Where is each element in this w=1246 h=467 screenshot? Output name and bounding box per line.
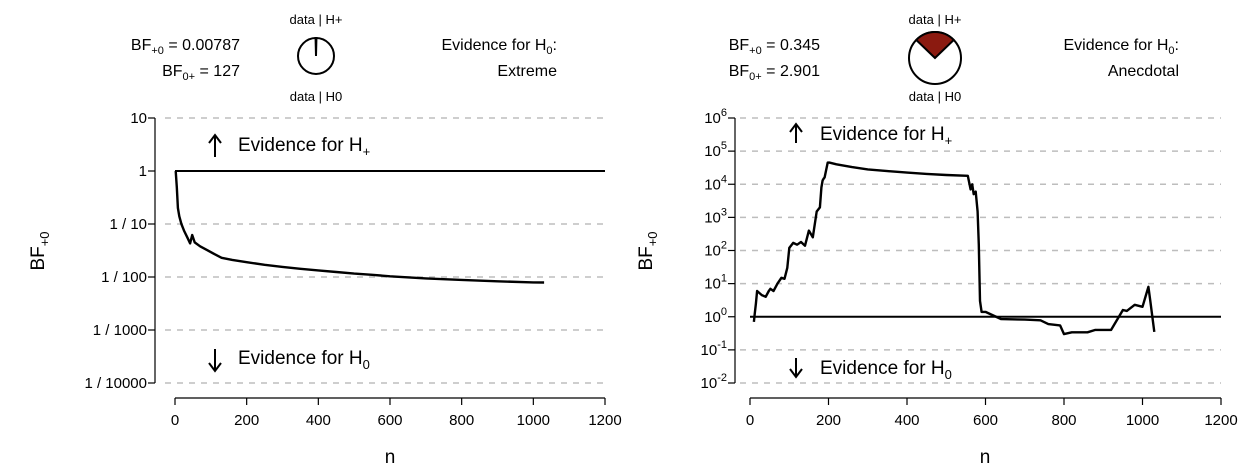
left-down-arrow-icon [208,349,222,373]
left-y-tick-label: 1 [139,163,147,180]
left-evidence-label: Evidence for H0: [441,37,557,57]
right-y-tick-label: 100 [704,306,727,326]
left-evidence-level: Extreme [497,63,557,80]
right-bf10-text: BF+0 = 0.345 [729,37,820,57]
right-y-axis: 106 105 104 103 102 101 100 10-1 10-2 [701,107,736,392]
right-up-arrow-icon [789,122,803,143]
left-x-tick-label: 1000 [517,412,550,429]
right-evidence-label: Evidence for H0: [1063,37,1179,57]
right-annotation-up-text: Evidence for H+ [820,124,952,148]
left-pie-wedge [314,37,318,57]
right-x-tick-label: 600 [973,412,998,429]
right-down-arrow-icon [789,358,803,379]
right-y-tick-label: 102 [704,240,727,260]
left-annotation-up: Evidence for H+ [208,133,370,159]
right-series-line [752,161,1156,336]
right-x-tick-label: 1000 [1126,412,1159,429]
right-x-tick-label: 800 [1051,412,1076,429]
right-annotation-up: Evidence for H+ [789,122,952,148]
left-panel: BF+0 = 0.00787 BF0+ = 127 data | H+ data… [28,12,622,467]
left-header: BF+0 = 0.00787 BF0+ = 127 data | H+ data… [131,12,557,104]
left-x-tick-label: 1200 [588,412,621,429]
right-panel: BF+0 = 0.345 BF0+ = 2.901 data | H+ data… [636,12,1238,467]
left-x-tick-label: 600 [377,412,402,429]
left-x-tick-label: 400 [306,412,331,429]
left-pie-bottom-label: data | H0 [290,89,343,104]
right-pie-wedge [914,31,956,60]
left-x-axis: 0 200 400 600 800 1000 1200 [171,397,622,429]
left-y-tick-label: 1 / 10000 [84,375,147,392]
right-annotation-down-text: Evidence for H0 [820,358,952,382]
left-pie-top-label: data | H+ [290,12,343,27]
left-bf01-text: BF0+ = 127 [162,63,240,83]
right-y-tick-label: 10-1 [701,339,727,359]
right-x-tick-label: 1200 [1204,412,1237,429]
right-x-tick-label: 0 [746,412,754,429]
right-y-tick-label: 10-2 [701,372,727,392]
left-annotation-down: Evidence for H0 [208,348,370,373]
left-x-tick-label: 800 [449,412,474,429]
left-annotation-up-text: Evidence for H+ [238,135,370,159]
left-y-axis-label: BF+0 [28,231,52,270]
left-annotation-down-text: Evidence for H0 [238,348,370,372]
left-y-tick-label: 1 / 10 [109,216,147,233]
right-y-axis-label: BF+0 [636,231,660,270]
right-pie-top-label: data | H+ [909,12,962,27]
left-x-tick-label: 200 [234,412,259,429]
left-y-tick-label: 10 [130,110,147,127]
left-y-tick-label: 1 / 100 [101,269,147,286]
left-series-line [174,170,545,284]
right-evidence-level: Anecdotal [1108,63,1179,80]
right-x-axis: 0 200 400 600 800 1000 1200 [746,397,1238,429]
right-y-tick-label: 103 [704,206,727,226]
right-gridlines [740,117,1221,384]
right-y-tick-label: 105 [704,140,727,160]
right-header: BF+0 = 0.345 BF0+ = 2.901 data | H+ data… [729,12,1179,104]
right-annotation-down: Evidence for H0 [789,358,952,382]
left-up-arrow-icon [208,133,222,157]
right-y-tick-label: 101 [704,273,727,293]
left-bf10-text: BF+0 = 0.00787 [131,37,240,57]
left-gridlines [165,117,605,384]
right-x-axis-label: n [980,447,991,467]
right-y-tick-label: 106 [704,107,727,127]
left-x-axis-label: n [385,447,396,467]
right-y-tick-label: 104 [704,173,727,193]
left-y-axis: 10 1 1 / 10 1 / 100 1 / 1000 1 / 10000 [84,110,156,392]
right-bf01-text: BF0+ = 2.901 [729,63,820,83]
left-x-tick-label: 0 [171,412,179,429]
right-x-tick-label: 400 [894,412,919,429]
right-pie-bottom-label: data | H0 [909,89,962,104]
left-y-tick-label: 1 / 1000 [93,322,147,339]
right-x-tick-label: 200 [816,412,841,429]
